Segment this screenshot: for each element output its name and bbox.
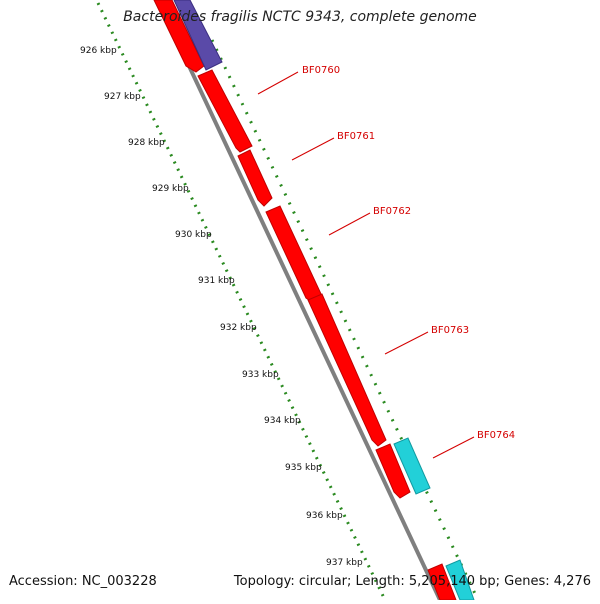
ruler-label: 930 kbp xyxy=(175,230,212,240)
ruler-label: 932 kbp xyxy=(220,323,257,333)
ruler-label: 936 kbp xyxy=(306,511,343,521)
ruler-label: 927 kbp xyxy=(104,92,141,102)
ruler-label: 934 kbp xyxy=(264,416,301,426)
gene-label: BF0761 xyxy=(337,131,375,142)
gene-tracks xyxy=(153,0,475,601)
inner-ruler-line xyxy=(96,2,387,601)
gene-label: BF0760 xyxy=(302,65,340,76)
gene-label-leader-line xyxy=(257,71,299,95)
ruler-labels: 926 kbp 927 kbp 928 kbp 929 kbp 930 kbp 931 k… xyxy=(80,46,363,568)
gene-label-leader-line xyxy=(384,331,429,355)
gene-label: BF0763 xyxy=(431,325,469,336)
ruler-label: 937 kbp xyxy=(326,558,363,568)
ruler-label: 933 kbp xyxy=(242,370,279,380)
ruler-label: 935 kbp xyxy=(285,463,322,473)
gene-label-leader-line xyxy=(291,137,335,161)
gene-label: BF0762 xyxy=(373,206,411,217)
inner-ruler xyxy=(96,2,387,601)
ruler-label: 928 kbp xyxy=(128,138,165,148)
gene-labels: BF0760 BF0761 BF0762 BF0763 BF0764 xyxy=(257,65,515,459)
gene-label: BF0764 xyxy=(477,430,515,441)
gene-arrow-cyan-1 xyxy=(393,437,431,495)
ruler-label: 929 kbp xyxy=(152,184,189,194)
ruler-label: 926 kbp xyxy=(80,46,117,56)
gene-label-leader-line xyxy=(432,436,475,459)
genome-backbone xyxy=(156,0,442,601)
accession-text: Accession: NC_003228 xyxy=(9,574,157,589)
gene-arrow-bf0759 xyxy=(153,0,205,73)
genome-title: Bacteroides fragilis NCTC 9343, complete… xyxy=(123,9,477,25)
gene-arrow-bf0764 xyxy=(375,443,411,499)
gene-label-leader-line xyxy=(328,212,371,236)
ruler-label: 931 kbp xyxy=(198,276,235,286)
gene-arrow-bf0763 xyxy=(307,293,387,447)
gene-arrow-bf0760 xyxy=(197,69,253,153)
gene-arrow-purple xyxy=(173,0,223,71)
gene-arrow-bf0761 xyxy=(237,149,273,207)
genome-summary-text: Topology: circular; Length: 5,205,140 bp… xyxy=(233,574,591,589)
